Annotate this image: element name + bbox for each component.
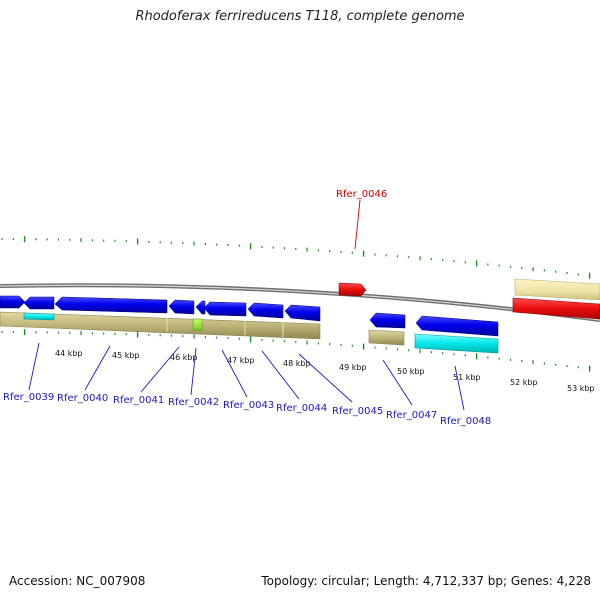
small-green-feature[interactable]: [192, 318, 203, 331]
gene-leader-line: [140, 346, 180, 393]
scale-label: 47 kbp: [227, 356, 255, 365]
gene-label[interactable]: Rfer_0045: [332, 406, 383, 417]
gene-arrow-rfer-0041[interactable]: [168, 299, 195, 315]
scale-label: 45 kbp: [112, 351, 140, 360]
gene-label[interactable]: Rfer_0042: [168, 397, 219, 408]
gene-arrow-rfer-0039[interactable]: [0, 295, 26, 309]
scale-label: 52 kbp: [510, 378, 538, 387]
scale-label: 49 kbp: [339, 363, 367, 372]
rna-feature-large[interactable]: [414, 333, 499, 354]
misc-feature-bar-mid[interactable]: [368, 329, 405, 346]
gene-arrow-rfer-0040a[interactable]: [23, 296, 55, 310]
upper-tick-row: [1, 236, 591, 279]
gene-leader-line: [354, 199, 361, 250]
gene-arrow-rfer-0045[interactable]: [284, 304, 321, 322]
gene-arrow-rfer-0043[interactable]: [203, 301, 247, 317]
gene-label[interactable]: Rfer_0041: [113, 395, 164, 406]
gene-arrow-rfer-0040[interactable]: [54, 296, 168, 314]
genome-summary-text: Topology: circular; Length: 4,712,337 bp…: [261, 574, 591, 588]
scale-label: 44 kbp: [55, 349, 83, 358]
gene-leader-line: [454, 365, 465, 411]
gene-leader-line: [84, 345, 111, 391]
gene-arrow-rfer-0047[interactable]: [369, 312, 406, 329]
scale-label: 50 kbp: [397, 367, 425, 376]
scale-labels: 44 kbp 45 kbp 46 kbp 47 kbp 48 kbp 49 kbp 50 k…: [55, 349, 595, 393]
scale-label: 51 kbp: [453, 373, 481, 382]
rna-feature-track: [23, 312, 499, 354]
gene-track: [0, 295, 499, 337]
scale-label: 46 kbp: [170, 353, 198, 362]
rna-feature-small[interactable]: [23, 312, 55, 321]
gene-leader-line: [190, 347, 197, 396]
gene-leader-line: [221, 349, 248, 398]
gene-label[interactable]: Rfer_0047: [386, 410, 437, 421]
lower-tick-row: [1, 329, 591, 372]
gene-arrow-rfer-0048[interactable]: [415, 315, 499, 337]
gene-label[interactable]: Rfer_0039: [3, 392, 54, 403]
gene-leader-line: [28, 342, 40, 391]
gene-arrow-rfer-0044[interactable]: [247, 302, 284, 319]
scale-label: 53 kbp: [567, 384, 595, 393]
genome-title: Rhodoferax ferrireducens T118, complete …: [135, 9, 465, 24]
gene-label-layer: Rfer_0039 Rfer_0040 Rfer_0041 Rfer_0042 Rfer…: [3, 189, 491, 427]
accession-text: Accession: NC_007908: [9, 574, 146, 588]
gene-leader-line: [261, 350, 300, 400]
misc-feature-bar-left[interactable]: [0, 311, 321, 340]
gene-arrow-rfer-0042[interactable]: [195, 300, 206, 315]
gene-label[interactable]: Rfer_0046: [336, 189, 387, 200]
gene-leader-line: [298, 353, 353, 403]
misc-feature-track: [0, 278, 600, 346]
gene-label[interactable]: Rfer_0043: [223, 400, 274, 411]
scale-label: 48 kbp: [283, 359, 311, 368]
misc-feature-bar-right[interactable]: [514, 278, 600, 301]
gene-label[interactable]: Rfer_0044: [276, 403, 327, 414]
highlight-track: [338, 282, 600, 320]
gene-arrow-rfer-0046[interactable]: [338, 282, 367, 297]
gene-leader-line: [382, 359, 413, 406]
gene-label[interactable]: Rfer_0040: [57, 393, 108, 404]
gene-label[interactable]: Rfer_0048: [440, 416, 491, 427]
highlight-feature-bar[interactable]: [512, 297, 600, 320]
